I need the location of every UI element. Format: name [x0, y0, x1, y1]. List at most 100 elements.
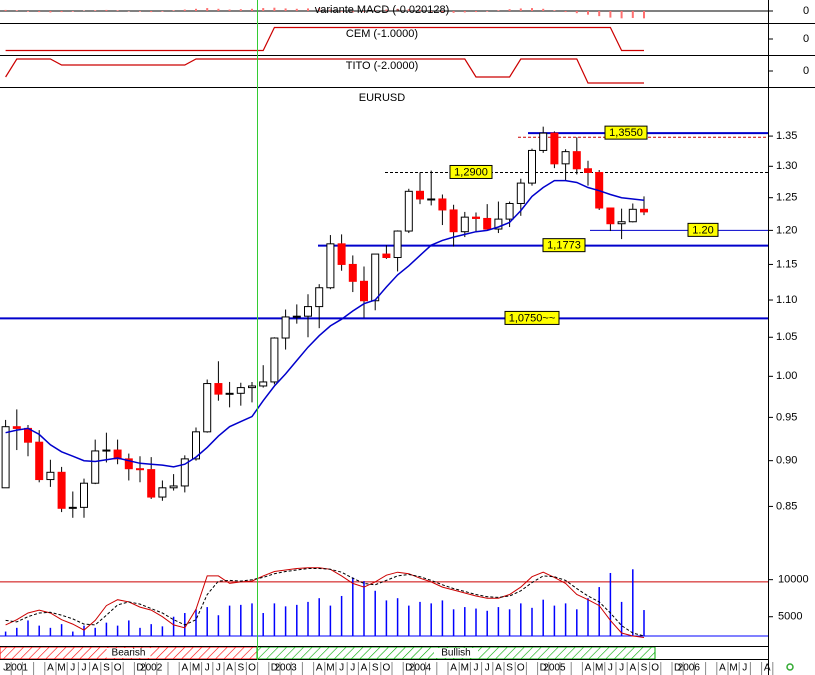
bar [105, 9, 108, 11]
moving-average [5, 179, 645, 468]
volume-bar [128, 620, 130, 636]
candle-body [326, 243, 335, 289]
volume-bar [564, 603, 567, 636]
candle-body [57, 471, 66, 509]
bar [419, 9, 421, 11]
y-tick-label: 10000 [778, 574, 809, 586]
level-label: 1,1773 [547, 240, 581, 252]
bar [340, 11, 343, 12]
regime-label-bg [106, 648, 151, 658]
candle-body [628, 208, 637, 223]
bar [60, 11, 63, 13]
x-tick-label: A [47, 663, 54, 674]
x-tick-label: A [92, 663, 99, 674]
candle-body [550, 132, 559, 165]
candle-body [46, 471, 55, 481]
y-tick-label: 5000 [778, 611, 802, 623]
y-tick-label: 1.35 [776, 130, 797, 142]
volume-bar [385, 600, 388, 636]
x-tick-label: J [619, 663, 624, 674]
bar [396, 8, 399, 11]
bar [351, 11, 354, 13]
candle-body [270, 337, 279, 383]
x-tick-label: A [181, 663, 188, 674]
volume-bar [553, 605, 556, 636]
volume-bar [116, 625, 119, 636]
x-tick-label: S [103, 663, 110, 674]
candle-body [281, 316, 290, 339]
x-tick-label: M [461, 663, 469, 674]
status-icon [786, 663, 794, 671]
x-tick-label: O [248, 663, 256, 674]
volume-bar [452, 609, 455, 636]
x-tick-label: A [316, 663, 323, 674]
bar [228, 9, 231, 11]
candle-body [337, 243, 346, 265]
x-tick-label: M [192, 663, 200, 674]
candle-body [68, 506, 77, 509]
candle-body [12, 426, 21, 429]
x-tick-label: J [742, 663, 747, 674]
y-tick-label: 0 [803, 33, 809, 45]
volume-bar [441, 600, 444, 636]
bar [307, 8, 309, 11]
x-tick-label: J [3, 663, 8, 674]
panel-title: TITO (-2.0000) [346, 60, 419, 72]
volume-bar [150, 624, 152, 636]
bar [475, 11, 477, 13]
bar [49, 11, 52, 13]
x-tick-label: M [57, 663, 65, 674]
candle-body [158, 487, 167, 498]
candle-body [169, 485, 178, 489]
volume-bar [72, 631, 74, 636]
candle-body [438, 198, 447, 211]
bar [318, 8, 321, 11]
y-tick-label: 1.10 [776, 294, 797, 306]
level-label-box [542, 238, 586, 253]
candle-body [248, 385, 256, 389]
volume-bar [60, 624, 63, 636]
x-tick-label: D [405, 663, 412, 674]
volume-bar [632, 569, 634, 636]
y-tick-label: 1.20 [776, 224, 797, 236]
volume-bar [520, 603, 522, 636]
x-tick-label: D [271, 663, 278, 674]
x-tick-label: S [372, 663, 379, 674]
bar [620, 11, 623, 19]
x-tick-label: J [608, 663, 613, 674]
indicator-line [5, 58, 644, 84]
bar [262, 8, 265, 11]
oscillator-line [5, 568, 645, 637]
volume-bar [352, 577, 354, 636]
bar [564, 11, 567, 13]
candle-body [259, 381, 268, 387]
x-tick-label: D [540, 663, 547, 674]
y-tick-label: 0.95 [776, 411, 797, 423]
x-tick-label: S [641, 663, 648, 674]
x-tick-label: 2003 [274, 663, 297, 674]
candle-body [348, 263, 357, 282]
candle-body [304, 306, 312, 317]
candle-body [203, 383, 212, 433]
x-tick-label: A [495, 663, 502, 674]
y-tick-label: 1.05 [776, 331, 797, 343]
bar [38, 11, 41, 13]
level-label-box [504, 310, 560, 325]
candle-body [483, 217, 492, 230]
volume-bar [576, 609, 578, 636]
volume-bar [318, 598, 320, 636]
level-label: 1.20 [692, 224, 713, 236]
volume-bar [172, 616, 175, 636]
x-tick-label: 2005 [543, 663, 566, 674]
volume-bar [598, 587, 600, 636]
candle-body [236, 387, 245, 394]
bar [295, 8, 298, 11]
candle-body [427, 198, 436, 201]
x-tick-label: M [595, 663, 603, 674]
bar [609, 11, 612, 18]
bar [575, 11, 578, 14]
candle-body [561, 151, 570, 165]
bar [161, 11, 164, 12]
volume-bar [195, 609, 197, 636]
level-label-box [604, 125, 648, 140]
